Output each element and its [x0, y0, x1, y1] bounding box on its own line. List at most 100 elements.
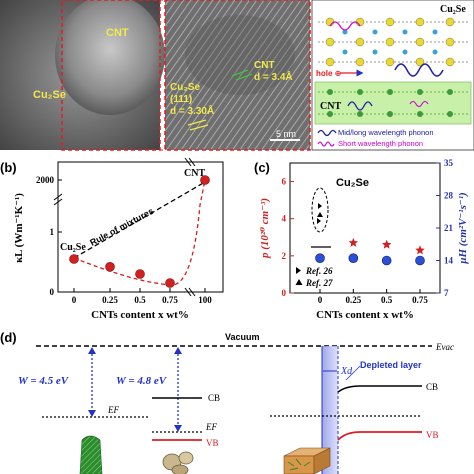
c-ytick-right-label: 21 [444, 223, 454, 233]
b-point [135, 269, 145, 279]
label-cu2se: Cu₂Se [33, 89, 66, 101]
break-left-1 [53, 193, 63, 201]
panel-c-tag: (c) [254, 160, 270, 175]
c-xtick-label: 0.5 [381, 295, 393, 305]
ref27-legend: Ref. 27 [305, 278, 333, 288]
c-sphere-point [348, 253, 359, 263]
b-xtick-label: 0.5 [134, 295, 146, 305]
literature-ellipse [311, 187, 329, 233]
w1-arrow-head-bottom [88, 410, 96, 417]
c-ytick-left-label: 4 [282, 214, 287, 224]
b-ytick-label: 1 [50, 227, 55, 237]
plot-c-ylabel-right: μH (cm²V⁻¹s⁻¹) [457, 192, 469, 264]
c-star-point [381, 239, 392, 249]
c-star-point [348, 237, 359, 247]
c-sphere-point [415, 255, 425, 266]
b-xtick-label: 0 [72, 295, 77, 305]
cnt-phonon-wave [347, 101, 373, 111]
legend-mid-swatch [317, 129, 337, 137]
hr-label-d1: d = 3.30Å [170, 104, 214, 117]
c-xtick-label: 0 [318, 295, 323, 305]
break-top-1 [184, 157, 192, 167]
w1-arrow-head-top [88, 347, 96, 354]
depleted-layer [322, 346, 338, 474]
panel-a: CNT Cu₂Se Cu₂Se (111) d = 3.30Å CNT d = … [0, 0, 474, 151]
c-ytick-right-label: 14 [444, 256, 454, 266]
cu2se-point-label: Cu₂Se [60, 242, 86, 253]
w2-label: W = 4.8 eV [116, 375, 168, 387]
cb2-label: CB [426, 382, 438, 392]
vacuum-label: Vacuum [225, 332, 260, 342]
cnt-short-phonon [409, 100, 429, 108]
schematic-cnt-label: CNT [320, 101, 341, 112]
cb2-curve [337, 385, 422, 393]
cnt-bundle-icon [79, 435, 103, 474]
panel-c: (c) 0 0.25 0.5 0.75 0 2 4 6 7 14 21 28 35 Cu₂Se Ref.… [254, 158, 469, 321]
c-ytick-right-label: 35 [444, 158, 454, 168]
ref26-marker-2 [317, 218, 321, 224]
spacing-marker-cu2se-2 [189, 124, 209, 131]
plot-b-ticks: 0 0.25 0.5 0.75 100 0 1 2000 [36, 175, 212, 305]
vb1-label: VB [206, 438, 219, 448]
legend-short: Short wavelength phonon [338, 139, 423, 148]
c-xtick-label: 0.25 [345, 295, 361, 305]
atom-rows [318, 17, 470, 67]
panel-d: (d) Vacuum Evac W = 4.5 eV EF W = 4.8 eV… [0, 330, 454, 474]
ref26-marker-1 [318, 203, 322, 209]
evac-label: Evac [435, 342, 454, 352]
depleted-pointer [345, 365, 361, 381]
cu2se-grain-icon [162, 451, 194, 474]
panel-b-tag: (b) [0, 160, 17, 175]
plot-b-xlabel: CNTs content x wt% [91, 309, 189, 321]
break-left-2 [53, 198, 63, 206]
ref26-legend: Ref. 26 [305, 266, 333, 276]
depleted-label: Depleted layer [360, 360, 422, 370]
zoom-box [61, 0, 161, 151]
legend-short-swatch [317, 141, 335, 147]
cnt-band [314, 81, 472, 125]
spacing-marker-cnt-2 [235, 73, 253, 81]
vb2-label: VB [426, 430, 439, 440]
b-point [200, 175, 210, 185]
hr-label-cu2se: Cu₂Se [170, 82, 200, 93]
b-xtick-label: 100 [198, 295, 212, 305]
ref27-legend-marker [295, 279, 303, 285]
b-xtick-label: 0.25 [102, 295, 118, 305]
panel-d-tag: (d) [0, 330, 17, 345]
schematic-title: Cu₂Se [440, 4, 466, 15]
panel-b: (b) 0 0.25 0.5 0.75 100 0 1 2000 Rule of mixtur… [0, 157, 224, 321]
cb1-label: CB [208, 393, 220, 403]
ref27-marker-1 [317, 212, 323, 217]
c-sphere-point [315, 253, 325, 263]
hr-label-111: (111) [170, 94, 192, 105]
hr-label-d2: d = 3.4Å [254, 70, 293, 83]
spacing-marker-cu2se [187, 119, 207, 126]
break-bottom-2 [188, 287, 196, 297]
break-top-2 [188, 157, 196, 167]
b-point [69, 254, 79, 264]
plot-b-points [69, 175, 210, 288]
w2-arrow-head-bottom [174, 425, 182, 432]
c-sphere-point [381, 255, 392, 266]
spacing-marker-cnt [231, 69, 249, 77]
short-phonon-wave [329, 21, 361, 31]
w1-label: W = 4.5 eV [18, 375, 70, 387]
label-cnt: CNT [106, 27, 129, 39]
c-ytick-left-label: 0 [282, 288, 287, 298]
c-ytick-left-label: 6 [282, 177, 287, 187]
hrtem-frame [164, 0, 311, 151]
cnt-point-label: CNT [184, 168, 205, 179]
composite-block-icon [283, 447, 331, 474]
mixture-line [73, 181, 206, 259]
plot-c-ylabel-left: p (10²⁰ cm⁻³) [259, 198, 271, 259]
b-xtick-label: 0.75 [162, 295, 178, 305]
scale-label: 5 nm [276, 129, 296, 139]
hrtem-shadow [185, 15, 295, 95]
plot-c-points [315, 237, 425, 266]
xd-label: Xd [340, 366, 353, 377]
ref26-legend-marker [296, 267, 301, 274]
ef2-label: EF [205, 422, 217, 432]
c-xtick-label: 0.75 [412, 295, 428, 305]
b-point [105, 261, 115, 272]
